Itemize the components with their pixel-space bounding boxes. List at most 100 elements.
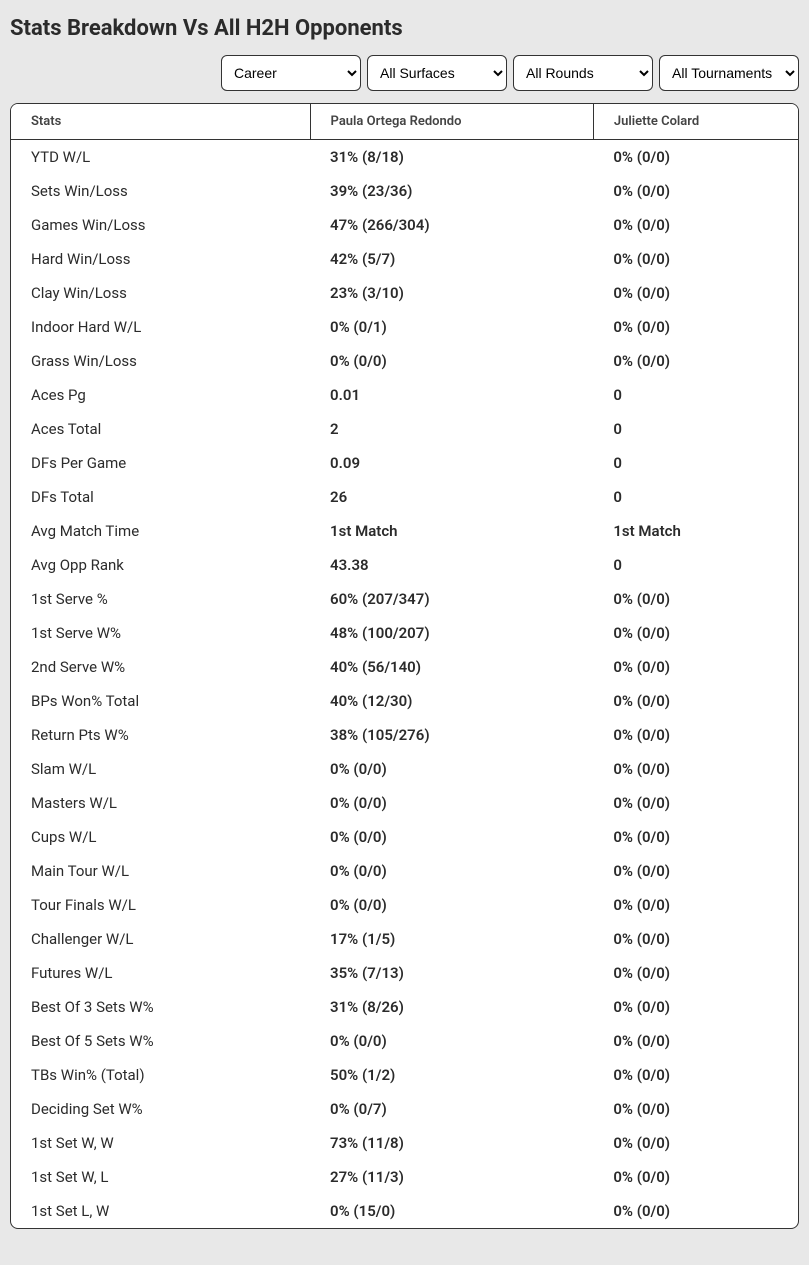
table-row: Cups W/L0% (0/0)0% (0/0) xyxy=(11,820,798,854)
page-title: Stats Breakdown Vs All H2H Opponents xyxy=(10,16,799,41)
filter-bar: Career All Surfaces All Rounds All Tourn… xyxy=(10,55,799,91)
player2-value-cell: 0 xyxy=(593,378,798,412)
player1-value-cell: 50% (1/2) xyxy=(310,1058,593,1092)
player1-value-cell: 0% (0/0) xyxy=(310,888,593,922)
stat-name-cell: Aces Total xyxy=(11,412,310,446)
player1-value-cell: 2 xyxy=(310,412,593,446)
table-row: Aces Total20 xyxy=(11,412,798,446)
table-row: Avg Opp Rank43.380 xyxy=(11,548,798,582)
player1-value-cell: 23% (3/10) xyxy=(310,276,593,310)
stat-name-cell: Hard Win/Loss xyxy=(11,242,310,276)
player1-value-cell: 47% (266/304) xyxy=(310,208,593,242)
stat-name-cell: TBs Win% (Total) xyxy=(11,1058,310,1092)
player1-value-cell: 48% (100/207) xyxy=(310,616,593,650)
table-row: Slam W/L0% (0/0)0% (0/0) xyxy=(11,752,798,786)
player2-value-cell: 0% (0/0) xyxy=(593,1092,798,1126)
table-row: Masters W/L0% (0/0)0% (0/0) xyxy=(11,786,798,820)
player1-value-cell: 0% (0/7) xyxy=(310,1092,593,1126)
table-row: Deciding Set W%0% (0/7)0% (0/0) xyxy=(11,1092,798,1126)
player2-value-cell: 0% (0/0) xyxy=(593,752,798,786)
stat-name-cell: Aces Pg xyxy=(11,378,310,412)
table-row: 1st Serve %60% (207/347)0% (0/0) xyxy=(11,582,798,616)
stat-name-cell: DFs Total xyxy=(11,480,310,514)
player2-value-cell: 0% (0/0) xyxy=(593,1024,798,1058)
player2-value-cell: 0% (0/0) xyxy=(593,786,798,820)
player2-value-cell: 0% (0/0) xyxy=(593,650,798,684)
stat-name-cell: Indoor Hard W/L xyxy=(11,310,310,344)
table-row: TBs Win% (Total)50% (1/2)0% (0/0) xyxy=(11,1058,798,1092)
table-row: Indoor Hard W/L0% (0/1)0% (0/0) xyxy=(11,310,798,344)
stat-name-cell: Tour Finals W/L xyxy=(11,888,310,922)
stat-name-cell: Slam W/L xyxy=(11,752,310,786)
stat-name-cell: Main Tour W/L xyxy=(11,854,310,888)
table-row: 1st Serve W%48% (100/207)0% (0/0) xyxy=(11,616,798,650)
player2-value-cell: 0% (0/0) xyxy=(593,616,798,650)
filter-rounds[interactable]: All Rounds xyxy=(513,55,653,91)
table-row: Challenger W/L17% (1/5)0% (0/0) xyxy=(11,922,798,956)
player1-value-cell: 0% (0/0) xyxy=(310,1024,593,1058)
table-row: Sets Win/Loss39% (23/36)0% (0/0) xyxy=(11,174,798,208)
table-row: Avg Match Time1st Match1st Match xyxy=(11,514,798,548)
player1-value-cell: 0.01 xyxy=(310,378,593,412)
stat-name-cell: Avg Match Time xyxy=(11,514,310,548)
player2-value-cell: 0% (0/0) xyxy=(593,140,798,175)
stat-name-cell: 1st Set W, W xyxy=(11,1126,310,1160)
table-header-row: Stats Paula Ortega Redondo Juliette Cola… xyxy=(11,104,798,140)
player1-value-cell: 35% (7/13) xyxy=(310,956,593,990)
table-row: Games Win/Loss47% (266/304)0% (0/0) xyxy=(11,208,798,242)
player1-value-cell: 1st Match xyxy=(310,514,593,548)
player1-value-cell: 31% (8/26) xyxy=(310,990,593,1024)
table-row: Clay Win/Loss23% (3/10)0% (0/0) xyxy=(11,276,798,310)
stat-name-cell: 1st Serve W% xyxy=(11,616,310,650)
player2-value-cell: 0 xyxy=(593,548,798,582)
player1-value-cell: 0% (0/0) xyxy=(310,854,593,888)
player2-value-cell: 0% (0/0) xyxy=(593,718,798,752)
player2-value-cell: 0% (0/0) xyxy=(593,956,798,990)
player2-value-cell: 0% (0/0) xyxy=(593,582,798,616)
player2-value-cell: 0% (0/0) xyxy=(593,174,798,208)
table-row: Hard Win/Loss42% (5/7)0% (0/0) xyxy=(11,242,798,276)
table-row: Tour Finals W/L0% (0/0)0% (0/0) xyxy=(11,888,798,922)
player2-value-cell: 0% (0/0) xyxy=(593,820,798,854)
filter-tournaments[interactable]: All Tournaments xyxy=(659,55,799,91)
stat-name-cell: Challenger W/L xyxy=(11,922,310,956)
stat-name-cell: Futures W/L xyxy=(11,956,310,990)
player2-value-cell: 0% (0/0) xyxy=(593,684,798,718)
player2-value-cell: 0% (0/0) xyxy=(593,1126,798,1160)
filter-career[interactable]: Career xyxy=(221,55,361,91)
filter-surfaces[interactable]: All Surfaces xyxy=(367,55,507,91)
player2-value-cell: 0% (0/0) xyxy=(593,344,798,378)
stat-name-cell: 2nd Serve W% xyxy=(11,650,310,684)
table-row: Best Of 5 Sets W%0% (0/0)0% (0/0) xyxy=(11,1024,798,1058)
player1-value-cell: 27% (11/3) xyxy=(310,1160,593,1194)
player1-value-cell: 0.09 xyxy=(310,446,593,480)
player1-value-cell: 0% (0/0) xyxy=(310,752,593,786)
stat-name-cell: 1st Set L, W xyxy=(11,1194,310,1228)
table-row: Grass Win/Loss0% (0/0)0% (0/0) xyxy=(11,344,798,378)
player2-value-cell: 0% (0/0) xyxy=(593,310,798,344)
player2-value-cell: 0 xyxy=(593,412,798,446)
player1-value-cell: 73% (11/8) xyxy=(310,1126,593,1160)
player1-value-cell: 39% (23/36) xyxy=(310,174,593,208)
table-row: DFs Per Game0.090 xyxy=(11,446,798,480)
player2-value-cell: 0% (0/0) xyxy=(593,242,798,276)
col-header-stats: Stats xyxy=(11,104,310,140)
stat-name-cell: Sets Win/Loss xyxy=(11,174,310,208)
player1-value-cell: 42% (5/7) xyxy=(310,242,593,276)
player1-value-cell: 0% (0/0) xyxy=(310,786,593,820)
player1-value-cell: 38% (105/276) xyxy=(310,718,593,752)
table-row: YTD W/L31% (8/18)0% (0/0) xyxy=(11,140,798,175)
player1-value-cell: 0% (0/0) xyxy=(310,344,593,378)
player1-value-cell: 26 xyxy=(310,480,593,514)
table-row: Aces Pg0.010 xyxy=(11,378,798,412)
stat-name-cell: Avg Opp Rank xyxy=(11,548,310,582)
stat-name-cell: BPs Won% Total xyxy=(11,684,310,718)
table-row: Return Pts W%38% (105/276)0% (0/0) xyxy=(11,718,798,752)
table-row: Futures W/L35% (7/13)0% (0/0) xyxy=(11,956,798,990)
player2-value-cell: 0% (0/0) xyxy=(593,208,798,242)
player2-value-cell: 0% (0/0) xyxy=(593,922,798,956)
stats-table-card: Stats Paula Ortega Redondo Juliette Cola… xyxy=(10,103,799,1229)
player2-value-cell: 0% (0/0) xyxy=(593,1058,798,1092)
stat-name-cell: Best Of 3 Sets W% xyxy=(11,990,310,1024)
stat-name-cell: Deciding Set W% xyxy=(11,1092,310,1126)
